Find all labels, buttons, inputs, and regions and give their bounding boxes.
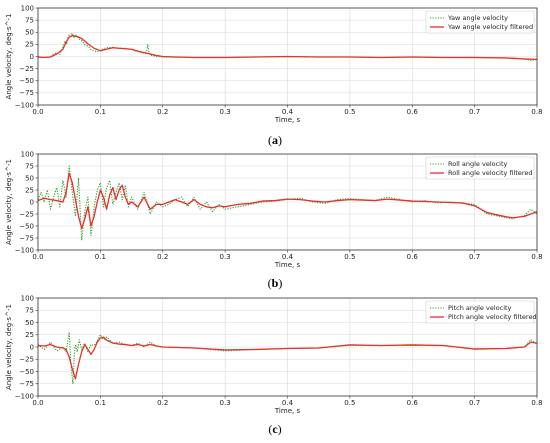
x-tick-label: 0.1 bbox=[95, 108, 106, 116]
y-tick-label: −75 bbox=[19, 380, 34, 388]
x-tick-label: 0.2 bbox=[157, 253, 168, 261]
x-tick-label: 0.0 bbox=[32, 253, 43, 261]
x-axis-label: Time, s bbox=[274, 407, 301, 415]
x-tick-label: 0.4 bbox=[282, 253, 294, 261]
x-tick-label: 0.6 bbox=[407, 108, 419, 116]
y-tick-label: 25 bbox=[25, 186, 34, 194]
y-tick-label: −25 bbox=[19, 356, 34, 364]
y-tick-label: −25 bbox=[19, 65, 34, 73]
legend-box bbox=[425, 156, 535, 180]
chart-panel-b: 0.0 0.1 0.2 0.3 0.4 0.5 0.6 0.7 0.8 −100 −75 −50 −25… bbox=[5, 150, 543, 269]
y-tick-label: −75 bbox=[19, 234, 34, 242]
x-axis-label: Time, s bbox=[274, 261, 301, 269]
series-line-filtered bbox=[37, 34, 538, 61]
x-tick-label: 0.6 bbox=[407, 399, 419, 407]
x-tick-label: 0.4 bbox=[282, 108, 294, 116]
x-tick-label: 0.0 bbox=[32, 108, 43, 116]
y-tick-label: 25 bbox=[25, 41, 34, 49]
x-tick-label: 0.5 bbox=[344, 399, 355, 407]
x-tick-label: 0.6 bbox=[407, 253, 419, 261]
x-tick-label: 0.8 bbox=[531, 108, 542, 116]
chart-panels: 0.0 0.1 0.2 0.3 0.4 0.5 0.6 0.7 0.8 −100 −75 −50 −25… bbox=[5, 4, 543, 436]
x-tick-label: 0.0 bbox=[32, 399, 43, 407]
x-tick-label: 0.4 bbox=[282, 399, 294, 407]
y-tick-label: 75 bbox=[25, 307, 34, 315]
x-tick-label: 0.7 bbox=[469, 253, 480, 261]
x-tick-label: 0.3 bbox=[220, 108, 231, 116]
y-axis-label: Angle velocity, deg·s^-1 bbox=[5, 304, 13, 390]
legend-box bbox=[425, 300, 535, 324]
x-tick-label: 0.2 bbox=[157, 108, 168, 116]
x-tick-label: 0.2 bbox=[157, 399, 168, 407]
y-axis-label: Angle velocity, deg·s^-1 bbox=[5, 159, 13, 245]
figure-caption-c: (c) bbox=[268, 422, 281, 436]
y-tick-label: −50 bbox=[19, 222, 34, 230]
y-tick-label: −100 bbox=[15, 392, 34, 400]
x-axis-label: Time, s bbox=[274, 116, 301, 124]
y-tick-label: 25 bbox=[25, 331, 34, 339]
y-tick-label: −50 bbox=[19, 77, 34, 85]
series-line-filtered bbox=[37, 336, 538, 380]
y-tick-label: −75 bbox=[19, 89, 34, 97]
x-tick-label: 0.1 bbox=[95, 399, 106, 407]
x-tick-label: 0.3 bbox=[220, 253, 231, 261]
chart-panel-c: 0.0 0.1 0.2 0.3 0.4 0.5 0.6 0.7 0.8 −100 −75 −50 −25… bbox=[5, 294, 543, 415]
legend-label: Yaw angle velocity bbox=[447, 14, 508, 22]
series-line-filtered bbox=[37, 172, 538, 230]
y-tick-label: 100 bbox=[21, 4, 34, 12]
legend-label: Pitch angle velocity filtered bbox=[448, 313, 537, 321]
y-tick-label: 0 bbox=[30, 53, 34, 61]
legend-label: Pitch angle velocity bbox=[448, 304, 512, 312]
y-tick-label: −100 bbox=[15, 246, 34, 254]
x-tick-label: 0.8 bbox=[531, 399, 542, 407]
y-tick-label: −25 bbox=[19, 210, 34, 218]
chart-panel-a: 0.0 0.1 0.2 0.3 0.4 0.5 0.6 0.7 0.8 −100 −75 −50 −25… bbox=[5, 4, 543, 124]
y-tick-label: 50 bbox=[25, 319, 34, 327]
x-tick-label: 0.8 bbox=[531, 253, 542, 261]
x-tick-label: 0.7 bbox=[469, 399, 480, 407]
legend-box bbox=[425, 10, 535, 34]
series-line-raw bbox=[37, 331, 538, 385]
y-tick-label: 0 bbox=[30, 343, 34, 351]
figure-caption-a: (a) bbox=[268, 133, 282, 147]
legend-label: Roll angle velocity bbox=[448, 160, 508, 168]
x-tick-label: 0.5 bbox=[344, 108, 355, 116]
y-tick-label: 50 bbox=[25, 29, 34, 37]
legend-label: Roll angle velocity filtered bbox=[448, 169, 533, 177]
y-tick-label: −100 bbox=[15, 101, 34, 109]
x-tick-label: 0.7 bbox=[469, 108, 480, 116]
x-tick-label: 0.3 bbox=[220, 399, 231, 407]
y-tick-label: 100 bbox=[21, 150, 34, 158]
y-tick-label: 75 bbox=[25, 16, 34, 24]
figure-caption-b: (b) bbox=[268, 276, 283, 290]
y-tick-label: −50 bbox=[19, 368, 34, 376]
y-axis-label: Angle velocity, deg·s^-1 bbox=[5, 14, 13, 100]
y-tick-label: 100 bbox=[21, 294, 34, 302]
y-tick-label: 50 bbox=[25, 174, 34, 182]
y-tick-label: 75 bbox=[25, 162, 34, 170]
y-tick-label: 0 bbox=[30, 198, 34, 206]
x-tick-label: 0.1 bbox=[95, 253, 106, 261]
legend-label: Yaw angle velocity filtered bbox=[447, 23, 533, 31]
x-tick-label: 0.5 bbox=[344, 253, 355, 261]
